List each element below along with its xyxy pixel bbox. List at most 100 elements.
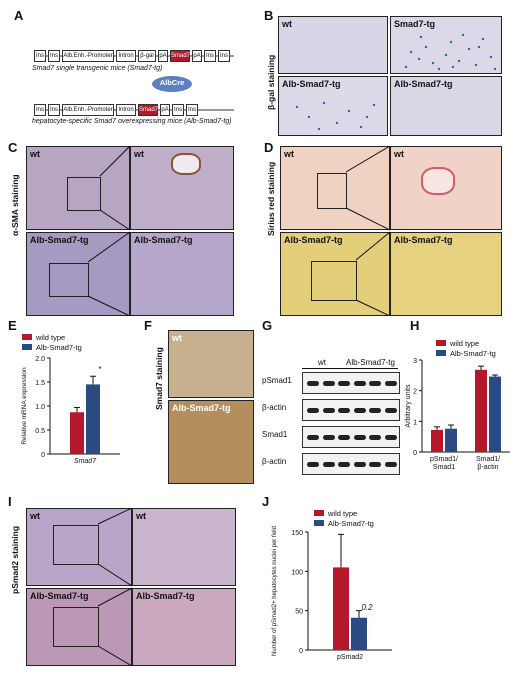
c-zoom-box <box>49 263 89 297</box>
blot-band <box>353 435 366 440</box>
blot-strip <box>302 372 400 394</box>
construct-element: Ins <box>34 104 46 116</box>
c-tile-label: wt <box>30 149 40 159</box>
x-tick-label: Smad7 <box>74 458 97 465</box>
blot-band <box>338 408 350 413</box>
c-tile-label: wt <box>134 149 144 159</box>
c-tile-label: Alb-Smad7-tg <box>134 235 193 245</box>
chart-e: 0 0.5 1.0 1.5 2.0 Relative mRNA expression Sma… <box>21 333 120 465</box>
blot-band <box>369 381 381 386</box>
bar <box>86 384 100 454</box>
y-tick-label: 3 <box>413 358 417 365</box>
panel-label-a: A <box>14 8 24 23</box>
d-tile-label: wt <box>394 149 404 159</box>
chart-j: 0 50 100 150 Number of pSmad2+ hepatocytes n… <box>272 509 392 661</box>
d-tile-label: Alb-Smad7-tg <box>394 235 453 245</box>
construct-element: Ins <box>48 50 60 62</box>
bar <box>333 567 349 650</box>
annotation: 0.2 <box>361 603 373 612</box>
blot-strip <box>302 426 400 448</box>
construct-diagram: Ins Ins Alb.Enh.-Promoter Intron β-gal pA Smad… <box>20 10 240 125</box>
panel-label-c: C <box>8 140 18 155</box>
d-tile-alb-low: Alb-Smad7-tg <box>280 232 390 316</box>
f-side-label: Smad7 staining <box>154 347 164 410</box>
d-tile-label: wt <box>284 149 294 159</box>
blot-band <box>307 381 319 386</box>
y-tick-label: 1.0 <box>35 404 45 411</box>
c-tile-alb-high: Alb-Smad7-tg <box>130 232 234 316</box>
construct-element: Ins <box>34 50 46 62</box>
bar <box>445 428 457 452</box>
legend-label: wild type <box>327 509 357 518</box>
construct-element: β-gal <box>138 50 156 62</box>
blot-band <box>322 408 335 413</box>
construct-element: Intron <box>116 50 136 62</box>
construct-element: Smad7 <box>138 104 158 116</box>
y-tick-label: 1.5 <box>35 380 45 387</box>
i-zoom-box <box>53 525 99 565</box>
y-axis-label: Relative mRNA expression <box>21 367 28 445</box>
blot-band <box>338 381 350 386</box>
blot-band <box>307 462 319 467</box>
blot-group-alb: Alb-Smad7-tg <box>346 358 395 367</box>
panel-label-g: G <box>262 318 273 333</box>
y-axis-label: Number of pSmad2+ hepatocytes nuclei per… <box>272 526 278 656</box>
construct-element: Smad7 <box>170 50 190 62</box>
panel-label-d: D <box>264 140 274 155</box>
construct-bottom-caption: hepatocyte-specific Smad7 overexpressing… <box>32 118 232 125</box>
legend-label: Alb-Smad7-tg <box>328 519 374 528</box>
d-zoom-lines <box>345 146 391 316</box>
blot-band <box>353 462 366 467</box>
blot-band <box>322 435 335 440</box>
f-tile-alb: Alb-Smad7-tg <box>168 400 254 484</box>
construct-element: Alb.Enh.-Promoter <box>62 50 114 62</box>
d-side-label: Sirius red staining <box>266 161 276 236</box>
i-tile-alb-high: Alb-Smad7-tg <box>132 588 236 666</box>
construct-bottom: Ins Ins Alb.Enh.-Promoter Intron Smad7 pA Ins I… <box>34 104 234 116</box>
x-tick-label: β-actin <box>477 464 498 471</box>
y-tick-label: 100 <box>291 569 303 576</box>
bar <box>475 369 487 452</box>
y-tick-label: 50 <box>295 609 303 616</box>
d-tile-alb-high: Alb-Smad7-tg <box>390 232 502 316</box>
i-tile-label: wt <box>30 511 40 521</box>
blot-band <box>307 435 319 440</box>
albcre-ellipse <box>152 76 192 92</box>
i-tile-alb-low: Alb-Smad7-tg <box>26 588 132 666</box>
b-tile-smad7tg: Smad7-tg <box>390 16 502 74</box>
i-tile-wt-low: wt <box>26 508 132 586</box>
x-tick-label: pSmad2 <box>337 654 363 661</box>
y-tick-label: 0 <box>299 648 303 655</box>
albcre-label: AlbCre <box>159 78 185 87</box>
f-tile-label: wt <box>172 333 182 343</box>
blot-band <box>353 381 366 386</box>
blot-group-wt: wt <box>318 358 326 367</box>
blot-band <box>369 462 381 467</box>
b-tile-albsmad7: Alb-Smad7-tg <box>278 76 388 136</box>
b-tile-label: wt <box>282 19 292 29</box>
blot-band <box>384 462 397 467</box>
b-tile-label: Alb-Smad7-tg <box>394 79 453 89</box>
bar <box>70 412 84 454</box>
i-side-label: pSmad2 staining <box>10 525 20 594</box>
b-blue-dots-2 <box>295 101 376 131</box>
legend-swatch <box>22 334 32 340</box>
d-vessel <box>421 167 455 195</box>
f-tile-label: Alb-Smad7-tg <box>172 403 231 413</box>
c-tile-label: Alb-Smad7-tg <box>30 235 89 245</box>
blot-row-label: β-actin <box>262 457 287 466</box>
c-vessel <box>171 153 201 175</box>
panel-label-i: I <box>8 494 12 509</box>
i-tile-wt-high: wt <box>132 508 236 586</box>
y-tick-label: 2 <box>413 389 417 396</box>
blot-band <box>338 435 350 440</box>
blot-band <box>369 408 381 413</box>
i-zoom-lines <box>97 508 133 666</box>
legend-swatch <box>436 350 446 356</box>
construct-element: Ins <box>186 104 198 116</box>
blot-band <box>322 462 335 467</box>
d-tile-wt-high: wt <box>390 146 502 230</box>
legend-label: wild type <box>449 339 479 348</box>
y-axis-label: Arbitrary units <box>405 384 412 428</box>
construct-element: Ins <box>172 104 184 116</box>
